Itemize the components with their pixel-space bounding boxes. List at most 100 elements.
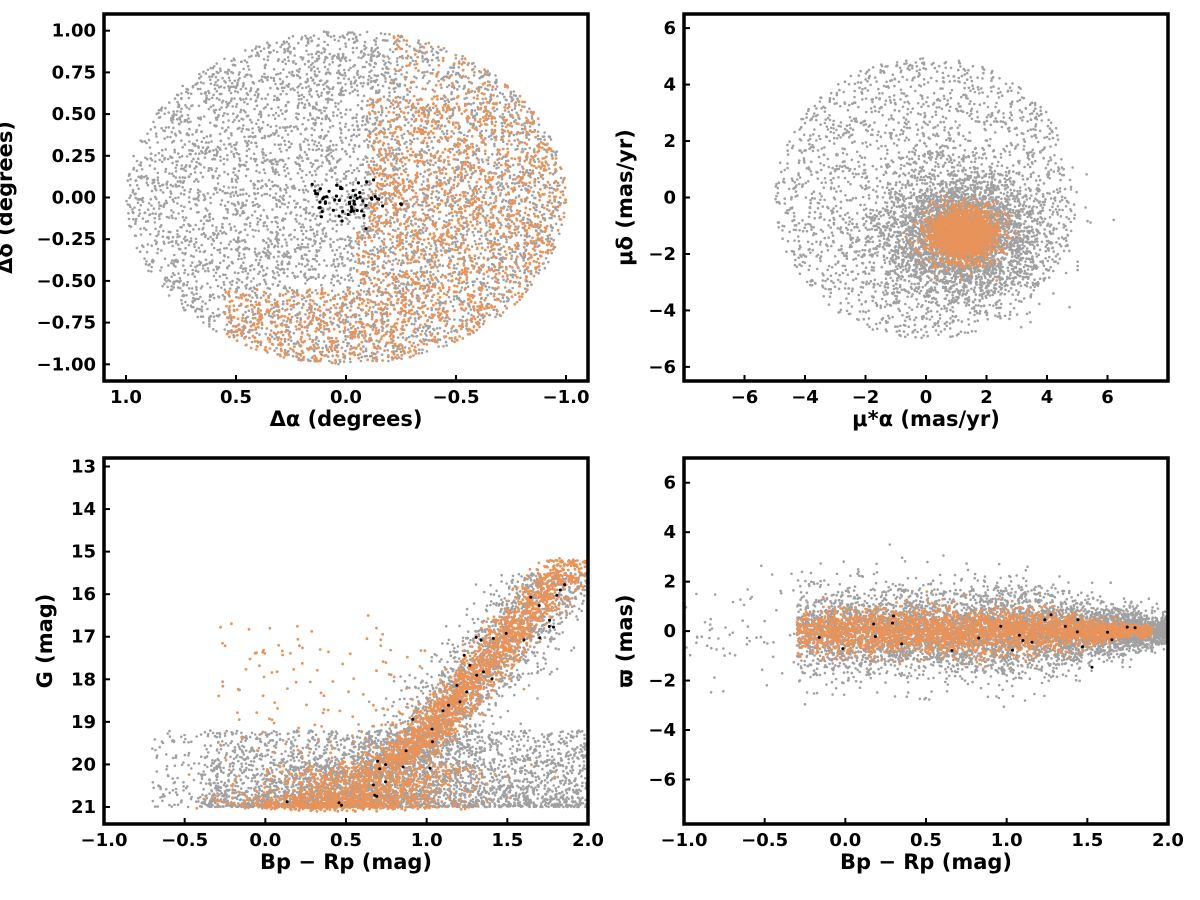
field-star-point [287, 172, 290, 175]
field-star-point [495, 78, 498, 82]
field-star-point [466, 134, 469, 138]
field-star-point [238, 159, 242, 162]
field-star-point [307, 85, 311, 88]
field-star-point [528, 280, 532, 284]
field-star-point [193, 180, 196, 183]
field-star-point [325, 157, 329, 161]
field-star-point [127, 217, 131, 221]
field-star-point [347, 169, 350, 173]
field-star-point [296, 275, 299, 278]
field-star-point [353, 143, 357, 147]
field-star-point [523, 245, 526, 249]
field-star-point [180, 139, 183, 142]
field-star-point [195, 139, 199, 142]
field-star-point [300, 156, 303, 159]
field-star-point [190, 291, 194, 294]
field-star-point [183, 120, 186, 123]
field-star-point [464, 197, 468, 201]
field-star-point [277, 173, 281, 177]
field-star-point [315, 103, 319, 106]
field-star-point [269, 187, 272, 191]
field-star-point [453, 196, 457, 200]
field-star-point [191, 268, 194, 272]
field-star-point [315, 144, 319, 148]
field-star-point [466, 63, 470, 67]
field-star-point [144, 156, 147, 159]
field-star-point [358, 33, 362, 37]
field-star-point [472, 74, 476, 77]
field-star-point [194, 269, 198, 273]
field-star-point [196, 315, 199, 319]
field-star-point [492, 164, 496, 168]
field-star-point [430, 192, 433, 196]
field-star-point [416, 41, 420, 45]
field-star-point [218, 174, 221, 177]
field-star-point [425, 246, 428, 249]
field-star-point [377, 328, 381, 332]
field-star-point [424, 329, 428, 333]
field-star-point [244, 174, 248, 178]
field-star-point [323, 50, 326, 54]
field-star-point [279, 82, 282, 86]
field-star-point [204, 141, 208, 144]
field-star-point [500, 171, 504, 174]
field-star-point [430, 58, 434, 62]
field-star-point [445, 132, 449, 135]
field-star-point [424, 285, 427, 288]
field-star-point [150, 244, 153, 247]
field-star-point [226, 112, 229, 116]
field-star-point [285, 244, 289, 247]
field-star-point [528, 107, 531, 110]
field-star-point [382, 260, 386, 263]
field-star-point [275, 130, 278, 134]
field-star-point [311, 275, 315, 279]
field-star-point [314, 277, 318, 281]
field-star-point [307, 53, 310, 56]
field-star-point [273, 158, 277, 161]
field-star-point [134, 222, 137, 225]
field-star-point [549, 249, 552, 252]
field-star-point [220, 92, 223, 96]
field-star-point [294, 62, 298, 65]
field-star-point [387, 57, 391, 60]
field-star-point [187, 196, 191, 199]
field-star-point [160, 126, 163, 130]
field-star-point [185, 87, 188, 91]
field-star-point [301, 169, 304, 173]
field-star-point [384, 344, 387, 348]
field-star-point [248, 89, 252, 93]
field-star-point [484, 137, 487, 140]
field-star-point [194, 178, 198, 181]
field-star-point [511, 181, 514, 185]
field-star-point [306, 324, 309, 328]
field-star-point [178, 130, 181, 133]
field-star-point [230, 319, 233, 322]
field-star-point [349, 108, 352, 111]
field-star-point [527, 171, 530, 175]
field-star-point [254, 90, 258, 94]
field-star-point [215, 329, 218, 333]
field-star-point [251, 200, 255, 204]
field-star-point [176, 110, 179, 113]
field-star-point [493, 142, 496, 146]
field-star-point [530, 115, 534, 118]
field-star-point [230, 97, 233, 100]
field-star-point [198, 250, 202, 253]
field-star-point [282, 68, 285, 71]
field-star-point [532, 206, 536, 209]
field-star-point [212, 296, 216, 300]
field-star-point [369, 76, 373, 80]
field-star-point [167, 264, 170, 267]
field-star-point [339, 90, 343, 94]
field-star-point [342, 264, 346, 268]
field-star-point [393, 90, 396, 93]
field-star-point [204, 149, 207, 153]
field-star-point [283, 202, 286, 206]
field-star-point [295, 162, 298, 166]
field-star-point [333, 38, 337, 42]
field-star-point [356, 89, 359, 93]
field-star-point [537, 123, 541, 126]
field-star-point [317, 95, 321, 99]
field-star-point [489, 111, 492, 115]
field-star-point [332, 34, 336, 38]
